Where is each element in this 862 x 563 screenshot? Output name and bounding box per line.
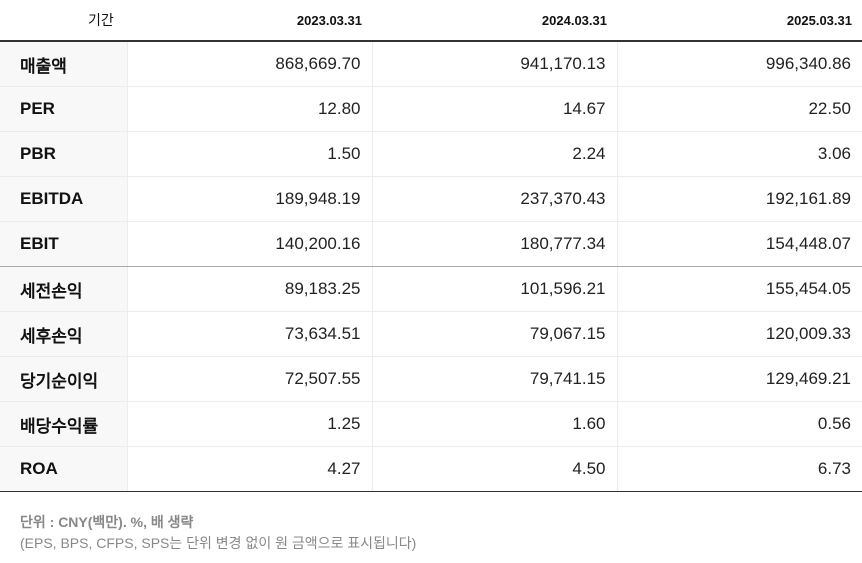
table-cell: 1.60: [372, 401, 618, 447]
table-row: 세후손익 73,634.51 79,067.15 120,009.33: [0, 311, 862, 357]
table-cell: 1.50: [127, 131, 373, 177]
row-label: EBITDA: [0, 176, 128, 222]
column-header: 2024.03.31: [372, 0, 617, 42]
table-cell: 154,448.07: [617, 221, 862, 267]
table-cell: 12.80: [127, 86, 373, 132]
table-cell: 237,370.43: [372, 176, 618, 222]
table-row: 당기순이익 72,507.55 79,741.15 129,469.21: [0, 356, 862, 402]
row-label: 당기순이익: [0, 356, 128, 402]
table-cell: 192,161.89: [617, 176, 862, 222]
table-cell: 941,170.13: [372, 41, 618, 87]
table-row: 세전손익 89,183.25 101,596.21 155,454.05: [0, 266, 862, 312]
table-cell: 180,777.34: [372, 221, 618, 267]
table-cell: 4.50: [372, 446, 618, 492]
table-cell: 14.67: [372, 86, 618, 132]
table-cell: 73,634.51: [127, 311, 373, 357]
table-cell: 22.50: [617, 86, 862, 132]
table-cell: 72,507.55: [127, 356, 373, 402]
column-header: 2025.03.31: [617, 0, 862, 42]
table-cell: 996,340.86: [617, 41, 862, 87]
table-cell: 6.73: [617, 446, 862, 492]
table-cell: 868,669.70: [127, 41, 373, 87]
table-cell: 89,183.25: [127, 266, 373, 312]
row-label: EBIT: [0, 221, 128, 267]
table-cell: 2.24: [372, 131, 618, 177]
header-row: 기간 2023.03.31 2024.03.31 2025.03.31: [0, 0, 862, 42]
table-cell: 120,009.33: [617, 311, 862, 357]
table-row: PER 12.80 14.67 22.50: [0, 86, 862, 132]
row-label: 세후손익: [0, 311, 128, 357]
table-row: EBIT 140,200.16 180,777.34 154,448.07: [0, 221, 862, 267]
row-label: PER: [0, 86, 128, 132]
financial-table: 기간 2023.03.31 2024.03.31 2025.03.31 매출액 …: [0, 0, 862, 492]
table-row: 매출액 868,669.70 941,170.13 996,340.86: [0, 41, 862, 87]
period-header: 기간: [0, 0, 127, 42]
row-label: PBR: [0, 131, 128, 177]
table-cell: 155,454.05: [617, 266, 862, 312]
row-label: 세전손익: [0, 266, 128, 312]
table-row: ROA 4.27 4.50 6.73: [0, 446, 862, 492]
unit-note: 단위 : CNY(백만). %, 배 생략: [20, 514, 194, 530]
row-label: ROA: [0, 446, 128, 492]
table-cell: 1.25: [127, 401, 373, 447]
table-row: PBR 1.50 2.24 3.06: [0, 131, 862, 177]
table-cell: 189,948.19: [127, 176, 373, 222]
table-row: 배당수익률 1.25 1.60 0.56: [0, 401, 862, 447]
row-label: 매출액: [0, 41, 128, 87]
table-cell: 0.56: [617, 401, 862, 447]
table-cell: 3.06: [617, 131, 862, 177]
table-cell: 140,200.16: [127, 221, 373, 267]
row-label: 배당수익률: [0, 401, 128, 447]
table-cell: 4.27: [127, 446, 373, 492]
table-row: EBITDA 189,948.19 237,370.43 192,161.89: [0, 176, 862, 222]
display-note: (EPS, BPS, CFPS, SPS는 단위 변경 없이 원 금액으로 표시…: [20, 535, 417, 551]
footnote: 단위 : CNY(백만). %, 배 생략 (EPS, BPS, CFPS, S…: [20, 512, 416, 554]
table-cell: 129,469.21: [617, 356, 862, 402]
column-header: 2023.03.31: [127, 0, 372, 42]
table-cell: 101,596.21: [372, 266, 618, 312]
table-cell: 79,741.15: [372, 356, 618, 402]
table-cell: 79,067.15: [372, 311, 618, 357]
